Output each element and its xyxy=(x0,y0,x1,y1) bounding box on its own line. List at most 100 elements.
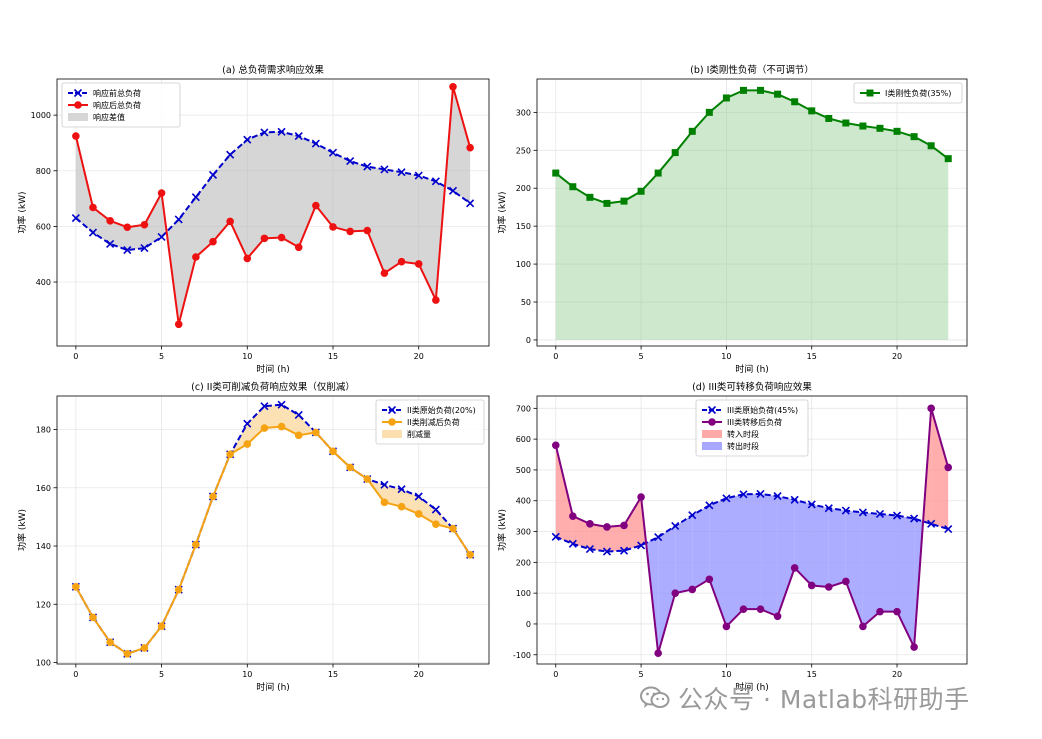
data-point xyxy=(88,228,98,237)
x-tick-label: 5 xyxy=(639,670,644,679)
data-point xyxy=(722,94,730,102)
data-point xyxy=(671,149,679,157)
data-point xyxy=(927,142,935,150)
data-point xyxy=(363,475,372,483)
y-tick-label: 500 xyxy=(516,466,531,475)
data-point xyxy=(277,127,286,136)
data-point xyxy=(363,162,372,171)
x-axis-label: 时间 (h) xyxy=(256,363,290,375)
x-axis-label: 时间 (h) xyxy=(735,363,769,375)
data-point xyxy=(466,550,474,559)
data-point xyxy=(72,583,80,591)
data-point xyxy=(944,155,952,163)
legend-label: 响应后总负荷 xyxy=(93,100,141,110)
transfer-in-fill xyxy=(572,516,590,550)
data-point xyxy=(739,605,748,613)
chart-title: (d) III类可转移负荷响应效果 xyxy=(692,381,812,393)
data-point xyxy=(705,108,713,116)
series-line-1 xyxy=(555,492,949,553)
data-point xyxy=(414,260,423,268)
data-point xyxy=(466,143,474,152)
data-point xyxy=(329,223,337,231)
x-tick-label: 15 xyxy=(328,670,338,679)
wechat-icon xyxy=(640,686,670,708)
legend-patch xyxy=(702,430,722,438)
data-point xyxy=(910,643,918,651)
y-tick-label: 0 xyxy=(526,336,531,345)
legend-marker xyxy=(866,89,874,97)
legend-marker xyxy=(388,418,396,426)
data-point xyxy=(705,501,714,510)
data-point xyxy=(192,253,200,261)
y-tick-label: 200 xyxy=(516,558,531,567)
y-tick-label: 120 xyxy=(36,600,51,609)
chart-title: (b) I类刚性负荷（不可调节） xyxy=(690,64,814,76)
data-point xyxy=(243,254,252,263)
data-point xyxy=(654,649,662,658)
data-point xyxy=(842,577,850,586)
data-point xyxy=(71,213,80,223)
data-point xyxy=(790,495,799,504)
data-point xyxy=(72,132,80,140)
chart-panel-3: 0 5 10 15 20 100 120 140 160 180 (c) II类可削减负荷响应效果（… xyxy=(16,381,490,693)
transfer-out-fill xyxy=(794,499,812,586)
data-point xyxy=(192,540,200,549)
x-tick-label: 20 xyxy=(414,670,424,679)
data-point xyxy=(414,171,423,180)
data-point xyxy=(431,505,440,514)
data-point xyxy=(927,519,936,528)
data-point xyxy=(380,165,389,174)
legend-label: 削减量 xyxy=(407,429,431,439)
data-point xyxy=(722,494,731,503)
data-point xyxy=(449,82,457,91)
data-point xyxy=(825,114,833,122)
data-point xyxy=(637,187,645,195)
y-axis-label: 功率 (kW) xyxy=(16,509,28,551)
y-tick-label: 200 xyxy=(516,184,531,193)
data-point xyxy=(414,510,423,518)
data-point xyxy=(671,589,680,597)
data-point xyxy=(569,183,577,191)
data-point xyxy=(603,199,611,207)
data-point xyxy=(688,511,697,520)
x-tick-label: 0 xyxy=(553,670,558,679)
data-point xyxy=(89,203,97,212)
legend-marker xyxy=(707,405,717,415)
y-tick-label: 700 xyxy=(516,404,531,413)
data-point xyxy=(311,139,320,148)
y-tick-label: 140 xyxy=(36,542,51,551)
x-tick-label: 5 xyxy=(159,670,164,679)
data-point xyxy=(756,605,765,613)
data-point xyxy=(654,169,662,177)
legend-label: 转入时段 xyxy=(727,429,759,439)
transfer-out-fill xyxy=(692,505,710,590)
x-tick-label: 0 xyxy=(73,352,78,361)
x-tick-label: 5 xyxy=(159,352,164,361)
x-tick-label: 0 xyxy=(553,352,558,361)
x-tick-label: 0 xyxy=(73,670,78,679)
legend-label: 转出时段 xyxy=(727,441,759,451)
data-point xyxy=(209,237,217,246)
data-point xyxy=(841,506,850,515)
y-tick-label: 250 xyxy=(516,146,531,155)
data-point xyxy=(226,217,234,226)
data-point xyxy=(722,622,731,631)
transfer-out-fill xyxy=(862,512,880,627)
y-tick-label: 150 xyxy=(516,222,531,231)
data-point xyxy=(294,410,303,420)
data-point xyxy=(380,498,389,507)
legend-label: I类刚性负荷(35%) xyxy=(885,88,951,98)
transfer-in-fill xyxy=(931,408,949,530)
data-point xyxy=(773,492,782,501)
data-point xyxy=(757,86,765,94)
data-point xyxy=(294,431,303,440)
data-point xyxy=(620,521,628,530)
data-point xyxy=(397,257,406,266)
legend-label: II类原始负荷(20%) xyxy=(407,405,476,415)
legend-box xyxy=(695,399,809,457)
y-tick-label: 100 xyxy=(516,260,531,269)
data-point xyxy=(739,86,747,94)
legend-marker xyxy=(74,101,82,109)
data-point xyxy=(243,440,252,448)
